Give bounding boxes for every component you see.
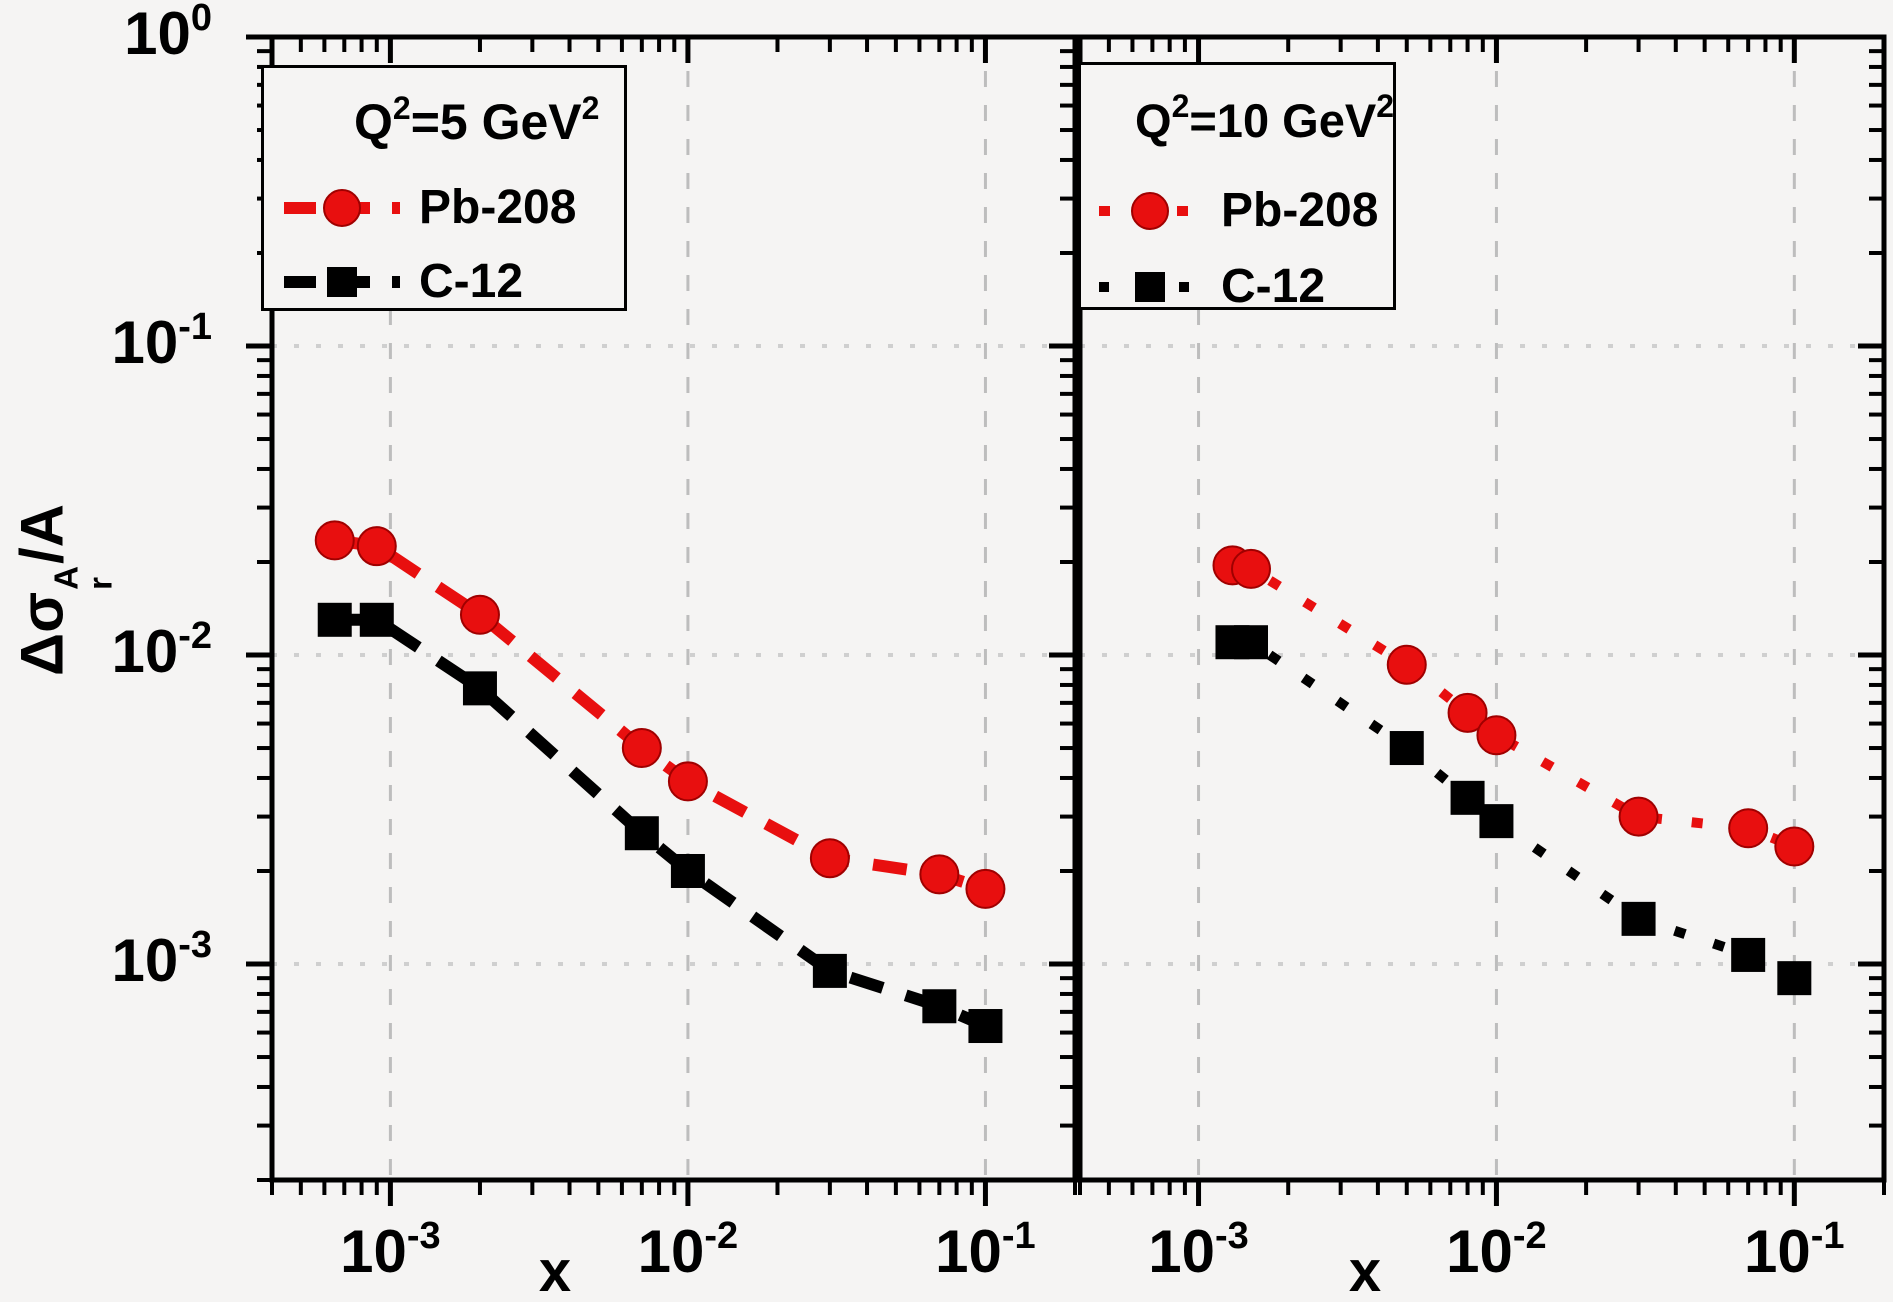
series-line-pb-208	[333, 534, 988, 895]
data-point-circle-pb-208	[1230, 548, 1271, 589]
data-point-square-c-12	[317, 602, 352, 637]
data-point-square-c-12	[670, 853, 705, 888]
data-point-square-c-12	[1777, 961, 1812, 996]
panel-left	[246, 34, 1078, 1206]
data-point-square-c-12	[812, 953, 847, 988]
data-point-square-c-12	[968, 1009, 1003, 1044]
data-point-square-c-12	[624, 816, 659, 851]
panel-right	[1077, 34, 1887, 1206]
series-line-c-12	[1232, 637, 1797, 983]
data-point-square-c-12	[1389, 731, 1424, 766]
data-point-square-c-12	[1450, 780, 1485, 815]
data-point-square-c-12	[359, 602, 394, 637]
data-point-square-c-12	[1233, 625, 1268, 660]
data-point-circle-pb-208	[356, 526, 397, 567]
data-point-square-c-12	[1479, 804, 1514, 839]
data-point-circle-pb-208	[965, 868, 1006, 909]
data-point-circle-pb-208	[621, 728, 662, 769]
data-point-circle-pb-208	[1476, 715, 1517, 756]
data-point-circle-pb-208	[314, 520, 355, 561]
panel-border	[1077, 34, 1887, 1183]
data-point-square-c-12	[1621, 901, 1656, 936]
data-point-square-c-12	[1731, 937, 1766, 972]
data-point-circle-pb-208	[809, 838, 850, 879]
panel-border	[269, 34, 1078, 1183]
data-point-circle-pb-208	[459, 594, 500, 635]
data-point-square-c-12	[922, 989, 957, 1024]
data-point-circle-pb-208	[667, 761, 708, 802]
series-line-c-12	[334, 613, 988, 1032]
data-point-circle-pb-208	[1728, 808, 1769, 849]
data-point-circle-pb-208	[919, 854, 960, 895]
data-point-circle-pb-208	[1618, 796, 1659, 837]
data-point-circle-pb-208	[1774, 826, 1815, 867]
data-point-circle-pb-208	[1386, 644, 1427, 685]
data-point-circle-pb-208	[1447, 692, 1488, 733]
data-point-square-c-12	[462, 671, 497, 706]
